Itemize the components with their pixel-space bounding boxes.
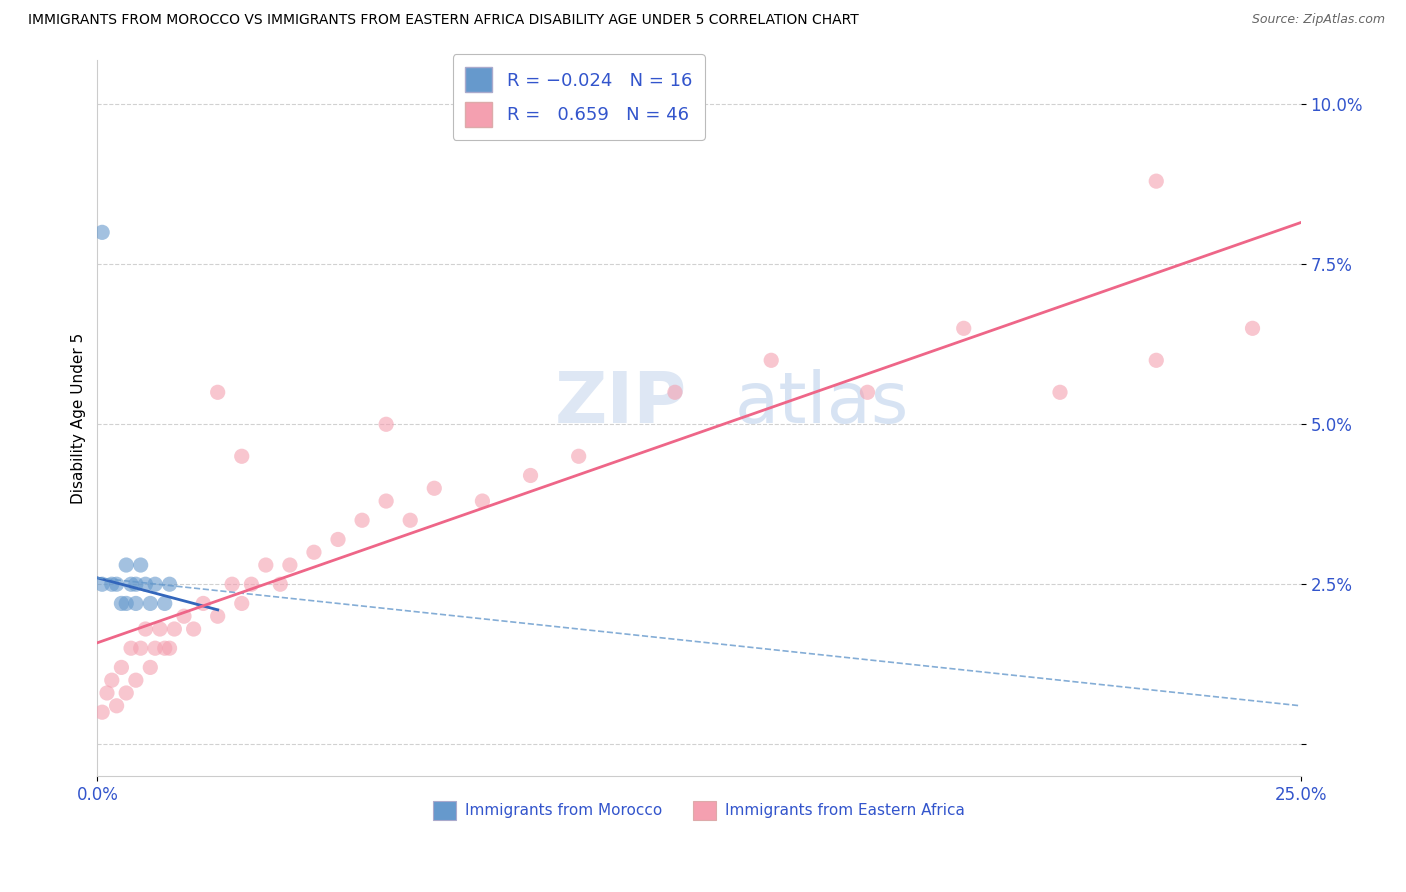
Point (240, 577, 263, 591)
Point (91, 705, 114, 719)
Text: ZIP: ZIP (554, 369, 688, 438)
Point (302, 545, 325, 559)
Point (1144, 174, 1167, 188)
Point (221, 577, 243, 591)
Text: Source: ZipAtlas.com: Source: ZipAtlas.com (1251, 13, 1385, 27)
Point (153, 641, 176, 656)
Point (134, 577, 156, 591)
Point (115, 558, 138, 572)
Point (153, 596, 176, 610)
Text: IMMIGRANTS FROM MOROCCO VS IMMIGRANTS FROM EASTERN AFRICA DISABILITY AGE UNDER 5: IMMIGRANTS FROM MOROCCO VS IMMIGRANTS FR… (28, 13, 859, 28)
Point (423, 481, 446, 495)
Point (91, 577, 114, 591)
Point (269, 577, 291, 591)
Point (105, 577, 128, 591)
Point (952, 321, 974, 335)
Point (375, 417, 398, 432)
Point (399, 513, 422, 527)
Point (134, 622, 156, 636)
Point (352, 513, 374, 527)
Point (326, 533, 349, 547)
Point (149, 622, 172, 636)
Point (231, 450, 253, 464)
Point (519, 468, 541, 483)
Point (139, 596, 162, 610)
Point (207, 385, 229, 400)
Point (101, 673, 124, 688)
Point (173, 609, 195, 624)
Point (143, 641, 166, 656)
Point (1144, 353, 1167, 368)
Point (125, 577, 148, 591)
Point (231, 596, 253, 610)
Point (96, 686, 118, 700)
Point (163, 622, 186, 636)
Point (183, 622, 205, 636)
Point (761, 353, 783, 368)
Point (856, 385, 879, 400)
Point (375, 494, 398, 508)
Point (143, 577, 166, 591)
Point (120, 577, 142, 591)
Point (115, 686, 138, 700)
Point (110, 596, 132, 610)
Point (120, 641, 142, 656)
Point (129, 641, 152, 656)
Point (1241, 321, 1264, 335)
Point (664, 385, 686, 400)
Point (254, 558, 277, 572)
Point (207, 609, 229, 624)
Point (159, 641, 181, 656)
Point (115, 596, 138, 610)
Point (110, 660, 132, 674)
Point (568, 450, 591, 464)
Point (139, 660, 162, 674)
Point (159, 577, 181, 591)
Point (193, 596, 215, 610)
Y-axis label: Disability Age Under 5: Disability Age Under 5 (72, 332, 86, 503)
Legend: Immigrants from Morocco, Immigrants from Eastern Africa: Immigrants from Morocco, Immigrants from… (427, 795, 972, 826)
Point (471, 494, 494, 508)
Point (105, 698, 128, 713)
Text: atlas: atlas (735, 369, 910, 438)
Point (101, 577, 124, 591)
Point (91, 225, 114, 239)
Point (278, 558, 301, 572)
Point (125, 596, 148, 610)
Point (125, 673, 148, 688)
Point (1049, 385, 1071, 400)
Point (129, 558, 152, 572)
